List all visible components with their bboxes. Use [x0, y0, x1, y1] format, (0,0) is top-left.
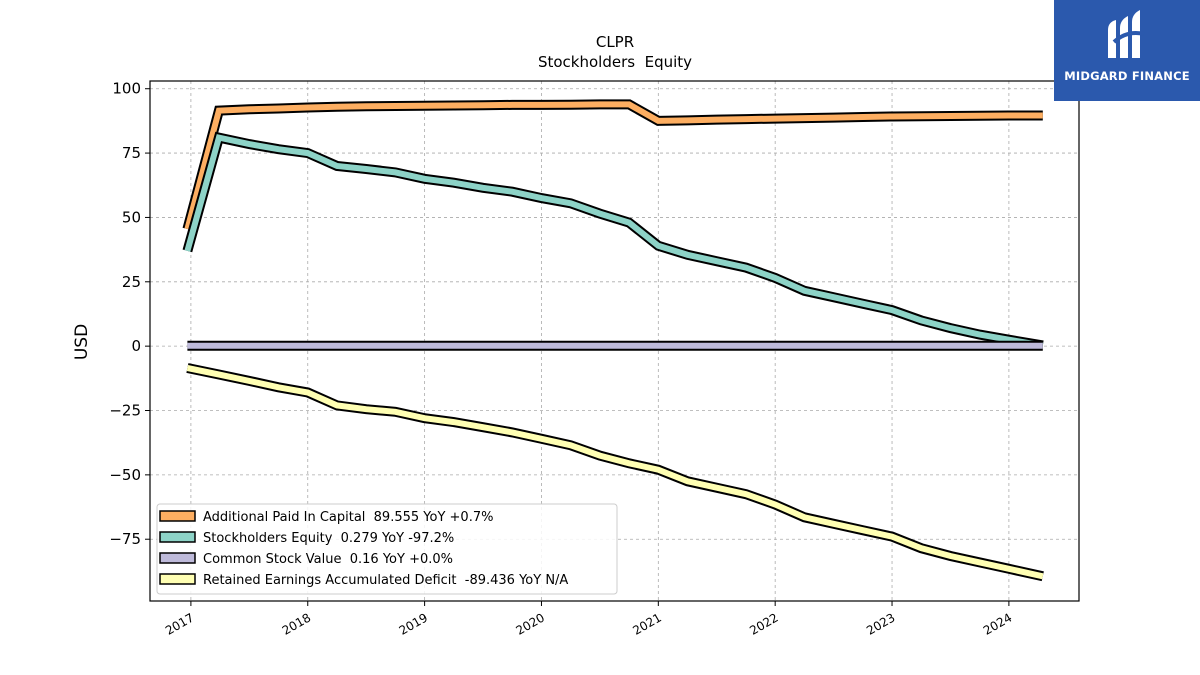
y-tick-label: −50	[109, 466, 141, 484]
series-line	[186, 365, 1044, 580]
y-tick-label: −25	[109, 402, 141, 420]
x-tick-label: 2017	[163, 610, 196, 637]
legend-box	[156, 503, 618, 595]
series-line	[184, 134, 1044, 349]
series-0	[182, 99, 1043, 231]
y-tick-label: −75	[109, 530, 141, 548]
x-tick-label: 2019	[397, 610, 430, 637]
y-tick-label: 75	[122, 144, 141, 162]
brand-name: MIDGARD FINANCE	[1064, 69, 1190, 83]
legend-item: Retained Earnings Accumulated Deficit -8…	[159, 573, 568, 588]
legend-swatch	[159, 510, 196, 522]
y-tick-label: 100	[112, 80, 141, 98]
y-axis-label: USD	[72, 324, 92, 360]
y-tick-label: 50	[122, 208, 141, 226]
legend-swatch	[159, 552, 196, 564]
legend-swatch	[159, 531, 196, 543]
plot-frame	[149, 80, 1080, 602]
legend-swatch	[159, 573, 196, 585]
legend: Additional Paid In Capital 89.555 YoY +0…	[156, 503, 618, 595]
x-tick-label: 2022	[747, 610, 780, 637]
legend-item: Stockholders Equity 0.279 YoY -97.2%	[159, 531, 454, 546]
y-tick-label: 25	[122, 273, 141, 291]
series-layer	[182, 99, 1044, 582]
chart-title: CLPR	[596, 33, 634, 51]
series-1	[182, 131, 1044, 351]
x-tick-label: 2023	[864, 610, 897, 637]
series-line	[184, 101, 1043, 230]
legend-item: Additional Paid In Capital 89.555 YoY +0…	[159, 510, 493, 525]
x-tick-label: 2024	[981, 610, 1014, 637]
legend-label: Common Stock Value 0.16 YoY +0.0%	[203, 552, 453, 567]
x-tick-label: 2018	[280, 610, 313, 637]
x-tick-label: 2020	[514, 610, 547, 637]
legend-label: Retained Earnings Accumulated Deficit -8…	[203, 573, 568, 588]
series-line-outline	[182, 131, 1044, 351]
midgard-logo-icon	[1108, 10, 1145, 58]
legend-label: Stockholders Equity 0.279 YoY -97.2%	[203, 531, 454, 546]
x-axis: 2017 2018 2019 2020 2021 2022 2023 2024	[163, 601, 1014, 638]
x-tick-label: 2021	[630, 610, 663, 637]
y-tick-label: 0	[131, 337, 141, 355]
y-axis: 100 75 50 25 0 −25 −50 −75	[109, 80, 150, 548]
chart-subtitle: Stockholders Equity	[538, 53, 692, 71]
series-line-outline	[182, 99, 1043, 231]
legend-label: Additional Paid In Capital 89.555 YoY +0…	[203, 510, 493, 525]
legend-item: Common Stock Value 0.16 YoY +0.0%	[159, 552, 453, 567]
brand-logo: MIDGARD FINANCE	[1054, 0, 1200, 101]
series-3	[186, 363, 1044, 582]
